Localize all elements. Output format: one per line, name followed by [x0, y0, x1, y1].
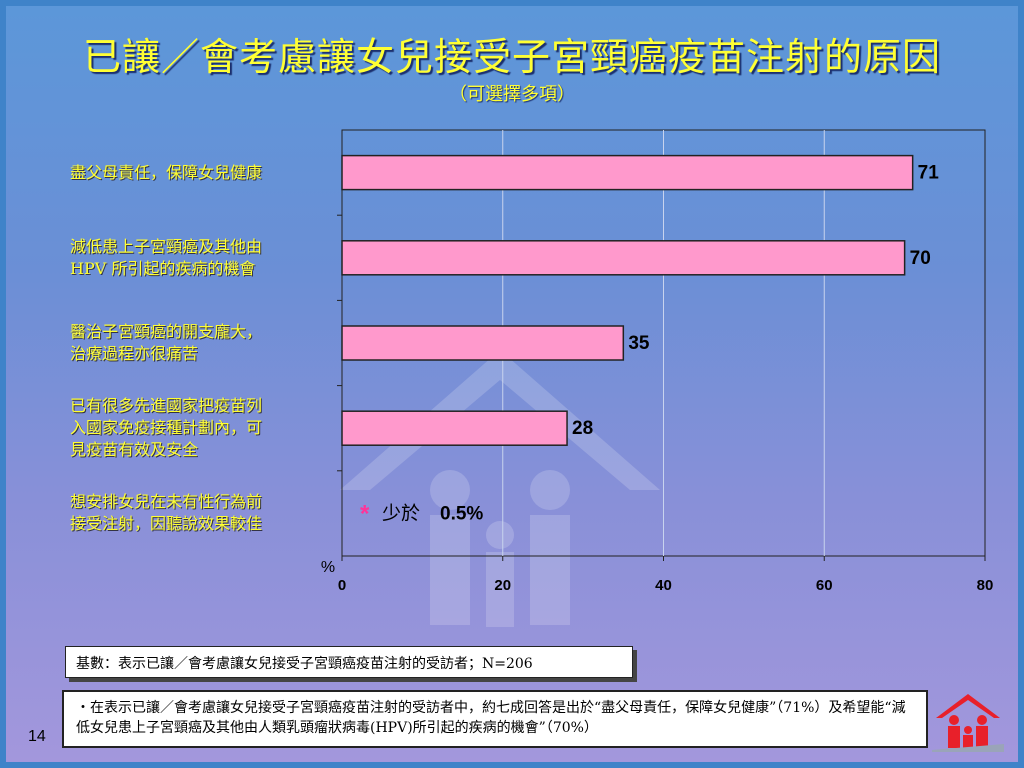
- x-axis-label: %: [321, 559, 335, 576]
- category-label-line: HPV 所引起的疾病的機會: [70, 258, 256, 278]
- family-watermark-icon: [340, 350, 660, 627]
- x-tick-label: 60: [816, 577, 833, 594]
- page-title: 已讓／會考慮讓女兒接受子宮頸癌疫苗注射的原因: [82, 35, 941, 79]
- less-than-text: 少於: [382, 502, 420, 524]
- category-label-line: 減低患上子宮頸癌及其他由: [70, 236, 263, 256]
- data-label: 28: [572, 418, 593, 439]
- page-number: 14: [28, 728, 46, 745]
- category-label: 想安排女兒在未有性行為前 接受注射，因聽說效果較佳: [70, 491, 320, 535]
- data-label: 71: [918, 163, 940, 184]
- bar-chart: 0 20 40 60 80% 71 70 35 28 * 少於 0.5%: [321, 129, 994, 594]
- summary-text: ・在表示已讓／會考慮讓女兒接受子宮頸癌疫苗注射的受訪者中，約七成回答是出於“盡父…: [62, 690, 928, 748]
- data-label: 35: [628, 333, 650, 354]
- category-label-line: 已有很多先進國家把疫苗列: [70, 396, 263, 416]
- base-note: 基數：表示已讓／會考慮讓女兒接受子宮頸癌疫苗注射的受訪者；N=206: [65, 646, 633, 678]
- family-logo-icon: [932, 694, 1004, 752]
- category-label: 減低患上子宮頸癌及其他由 HPV 所引起的疾病的機會: [70, 236, 320, 280]
- bar: [341, 325, 625, 361]
- category-label-line: 入國家免疫接種計劃內，可: [70, 418, 263, 438]
- category-label-line: 想安排女兒在未有性行為前: [70, 492, 263, 512]
- star-marker: *: [360, 500, 370, 527]
- page-subtitle: （可選擇多項）: [449, 84, 575, 105]
- category-label-line: 醫治子宮頸癌的開支龐大，: [70, 322, 263, 341]
- category-label: 已有很多先進國家把疫苗列 入國家免疫接種計劃內，可 見疫苗有效及安全: [70, 395, 320, 461]
- category-label-line: 見疫苗有效及安全: [70, 440, 199, 460]
- bar: [341, 240, 906, 276]
- category-label-line: 盡父母責任，保障女兒健康: [70, 162, 263, 182]
- less-than-value: 0.5%: [440, 503, 483, 524]
- bar: [341, 410, 568, 446]
- category-label: 醫治子宮頸癌的開支龐大， 治療過程亦很痛苦: [70, 321, 320, 365]
- x-tick-label: 80: [977, 577, 994, 594]
- x-tick-label: 20: [494, 577, 511, 594]
- category-label-line: 接受注射，因聽說效果較佳: [70, 514, 263, 534]
- bar: [341, 154, 914, 191]
- x-tick-label: 0: [338, 577, 346, 594]
- data-label: 70: [910, 248, 931, 269]
- x-tick-label: 40: [655, 577, 672, 594]
- category-label: 盡父母責任，保障女兒健康: [70, 162, 320, 184]
- category-label-line: 治療過程亦很痛苦: [70, 344, 199, 363]
